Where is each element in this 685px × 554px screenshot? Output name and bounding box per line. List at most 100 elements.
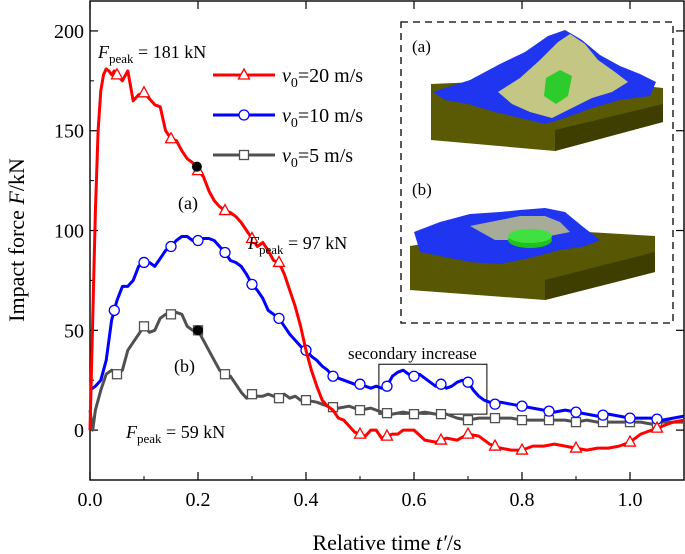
x-axis-label-unit: /s xyxy=(447,530,462,554)
series-marker xyxy=(246,389,258,400)
series-marker xyxy=(272,255,286,268)
series-marker xyxy=(245,231,259,244)
legend-label: v0=5 m/s xyxy=(282,145,353,171)
y-tick-label: 100 xyxy=(54,221,84,243)
series-marker xyxy=(435,408,447,420)
series-marker xyxy=(488,438,502,451)
series-marker xyxy=(219,246,231,259)
legend-item: v0=10 m/s xyxy=(213,105,363,131)
x-tick-label: 0.2 xyxy=(186,489,211,511)
legend-label-sub: 0 xyxy=(291,156,298,171)
legend-label-rest: =5 m/s xyxy=(298,145,353,167)
x-axis-label-var: t′ xyxy=(436,530,448,554)
y-axis-label: Impact force F/kN xyxy=(4,158,29,322)
peak-label-181-value: = 181 kN xyxy=(134,42,207,62)
y-axis-label-text: Impact force xyxy=(4,205,29,322)
series-marker xyxy=(138,321,150,332)
secondary-increase-box xyxy=(378,363,488,415)
x-axis-label-text: Relative time xyxy=(312,530,435,554)
series-marker xyxy=(273,393,285,404)
series-marker xyxy=(111,369,123,380)
inset-panel-b: (b) xyxy=(410,180,655,300)
legend-swatch-marker xyxy=(238,149,250,161)
legend-item: v0=5 m/s xyxy=(213,145,353,171)
series-marker xyxy=(353,426,367,439)
series-marker xyxy=(543,414,555,426)
series-marker xyxy=(434,432,448,445)
series-marker xyxy=(516,400,528,412)
series-marker xyxy=(515,442,529,455)
cylinder-a xyxy=(544,70,572,104)
cylinder-b-top xyxy=(508,229,552,243)
peak-label-97-sub: peak xyxy=(259,242,284,257)
legend-label-rest: =10 m/s xyxy=(298,105,363,127)
series-marker xyxy=(489,412,501,424)
legend: v0=20 m/sv0=10 m/sv0=5 m/s xyxy=(213,65,363,171)
series-marker xyxy=(273,312,285,324)
series-marker xyxy=(489,398,501,410)
peak-label-59-value: = 59 kN xyxy=(162,422,226,442)
peak-label-59-sub: peak xyxy=(137,431,162,446)
ground-side-b xyxy=(545,252,655,300)
series-marker xyxy=(381,407,393,419)
series-marker xyxy=(623,434,637,447)
series-marker xyxy=(165,309,177,320)
y-tick-label: 150 xyxy=(54,121,84,143)
marked-points xyxy=(191,161,203,336)
inset-label-b: (b) xyxy=(412,180,432,199)
secondary-increase-label: secondary increase xyxy=(348,344,477,363)
y-tick-label: 0 xyxy=(74,420,84,442)
plot-frame xyxy=(89,0,685,481)
series-marker xyxy=(380,428,394,441)
legend-label-sub: 0 xyxy=(291,116,298,131)
y-tick-label: 50 xyxy=(64,320,84,342)
series-marker xyxy=(164,131,178,144)
peak-label-97-f: F xyxy=(247,233,260,253)
inset-panel: (a) (b) xyxy=(400,21,674,324)
point-label-a: (a) xyxy=(178,193,198,214)
axis-ticks: 0.0 0.2 0.4 0.6 0.8 1.0 0 50 100 150 200 xyxy=(54,1,684,511)
series-marker xyxy=(597,409,609,421)
legend-item: v0=20 m/s xyxy=(213,65,363,91)
series-marker xyxy=(570,416,582,428)
series-marker xyxy=(327,370,339,382)
series-marker xyxy=(516,414,528,426)
series-marker xyxy=(462,376,474,388)
series-marker xyxy=(218,203,232,216)
series-0 xyxy=(88,67,685,455)
series-marker xyxy=(381,380,393,392)
series-marker xyxy=(137,85,151,98)
y-tick-label: 200 xyxy=(54,21,84,43)
series-marker xyxy=(138,256,150,269)
series-marker xyxy=(165,240,177,253)
x-tick-label: 1.0 xyxy=(618,489,643,511)
series-marker xyxy=(569,440,583,453)
peak-label-181-sub: peak xyxy=(109,51,134,66)
x-tick-label: 0.4 xyxy=(294,489,319,511)
legend-label-var: v xyxy=(282,105,291,127)
series-marker xyxy=(192,234,204,247)
series-marker xyxy=(462,414,474,426)
series-1 xyxy=(89,234,685,425)
x-tick-label: 0.0 xyxy=(78,489,103,511)
peak-label-59-f: F xyxy=(125,422,138,442)
x-tick-label: 0.8 xyxy=(510,489,535,511)
y-axis-label-unit: /kN xyxy=(4,158,29,191)
marked-point xyxy=(193,325,203,336)
series-marker xyxy=(408,408,420,420)
series-marker xyxy=(246,278,258,291)
series-marker xyxy=(354,378,366,390)
peak-label-181-f: F xyxy=(97,42,110,62)
x-tick-label: 0.6 xyxy=(402,489,427,511)
x-axis-label: Relative time t′/s xyxy=(312,530,461,554)
series-marker xyxy=(110,67,124,80)
legend-label-var: v xyxy=(282,65,291,87)
peak-label-97-value: = 97 kN xyxy=(284,233,348,253)
legend-label-var: v xyxy=(282,145,291,167)
peak-label-181: Fpeak = 181 kN xyxy=(97,42,206,66)
inset-label-a: (a) xyxy=(412,37,431,56)
marked-point xyxy=(191,161,202,172)
ground-side-a xyxy=(555,104,663,151)
series-marker xyxy=(354,404,366,416)
